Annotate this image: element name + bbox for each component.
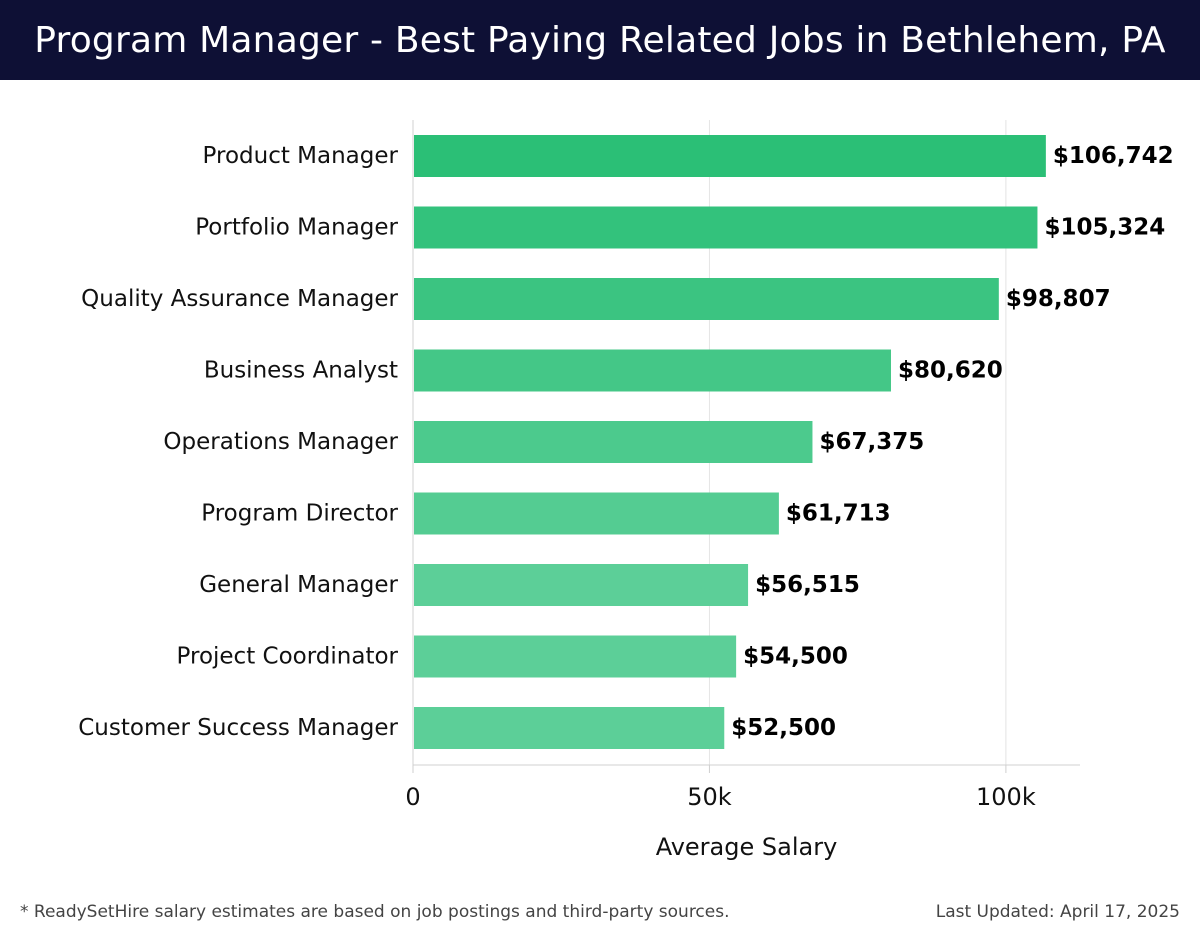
value-label-3: $80,620 (898, 358, 1003, 384)
category-label-6: General Manager (199, 572, 398, 598)
bar-4 (414, 421, 813, 463)
category-label-7: Project Coordinator (177, 644, 399, 670)
bar-1 (414, 206, 1038, 249)
bar-5 (414, 492, 779, 535)
category-label-8: Customer Success Manager (78, 715, 398, 741)
value-label-7: $54,500 (743, 644, 848, 670)
category-label-0: Product Manager (203, 143, 399, 169)
last-updated: Last Updated: April 17, 2025 (935, 902, 1180, 922)
value-label-1: $105,324 (1044, 215, 1165, 241)
chart-title: Program Manager - Best Paying Related Jo… (34, 19, 1166, 61)
bar-3 (414, 349, 891, 392)
bar-8 (414, 707, 725, 749)
value-label-2: $98,807 (1006, 286, 1111, 312)
x-axis-title: Average Salary (656, 833, 838, 861)
bar-2 (414, 278, 999, 320)
category-label-4: Operations Manager (163, 429, 398, 455)
category-label-5: Program Director (201, 501, 398, 527)
bar-6 (414, 564, 749, 606)
value-label-6: $56,515 (755, 572, 860, 598)
x-tick-label-2: 100k (976, 783, 1036, 811)
value-label-4: $67,375 (819, 429, 924, 455)
value-label-8: $52,500 (731, 715, 836, 741)
chart-header: Program Manager - Best Paying Related Jo… (0, 0, 1200, 80)
value-label-5: $61,713 (786, 501, 891, 527)
bar-7 (414, 635, 737, 678)
value-label-0: $106,742 (1053, 143, 1174, 169)
x-tick-label-0: 0 (405, 783, 420, 811)
x-tick-label-1: 50k (687, 783, 732, 811)
category-label-3: Business Analyst (204, 358, 398, 384)
bar-0 (414, 135, 1046, 177)
category-label-1: Portfolio Manager (195, 215, 398, 241)
category-label-2: Quality Assurance Manager (81, 286, 398, 312)
footnote: * ReadySetHire salary estimates are base… (20, 902, 730, 922)
bar-chart: Product Manager $106,742 Portfolio Manager… (78, 120, 1174, 861)
